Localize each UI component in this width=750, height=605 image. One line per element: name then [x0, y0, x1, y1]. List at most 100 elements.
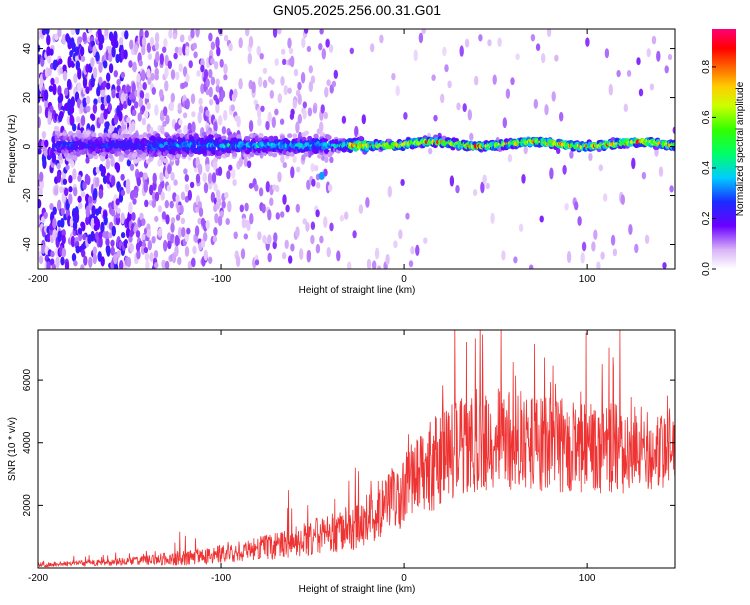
heatmap-cell — [223, 34, 229, 42]
heatmap-cell — [323, 111, 328, 120]
heatmap-cell — [93, 188, 98, 200]
heatmap-cell — [303, 130, 309, 136]
heatmap-x-ticks: -200 -100 0 100 — [28, 29, 596, 285]
heatmap-cell — [39, 171, 44, 183]
heatmap-cell — [190, 29, 195, 39]
heatmap-cell — [80, 55, 86, 63]
heatmap-cell — [118, 110, 123, 122]
heatmap-cell — [88, 256, 93, 269]
heatmap-cell — [664, 65, 669, 74]
heatmap-cell — [620, 194, 625, 206]
heatmap-cell — [123, 129, 129, 135]
heatmap-cell — [164, 200, 169, 209]
heatmap-cell — [126, 256, 132, 268]
heatmap-cell — [107, 153, 113, 159]
heatmap-cell — [106, 94, 111, 104]
heatmap-cell — [141, 105, 146, 112]
heatmap-cell — [126, 159, 132, 167]
heatmap-cell — [672, 126, 675, 134]
heatmap-cell — [130, 121, 136, 132]
heatmap-cell — [52, 217, 57, 230]
heatmap-cell — [283, 84, 288, 96]
heatmap-cell — [191, 111, 196, 118]
heatmap-cell — [290, 108, 295, 116]
heatmap-cell — [238, 37, 243, 49]
heatmap-cell — [326, 247, 331, 258]
snr-y-tick-label: 4000 — [22, 431, 33, 454]
heatmap-cell — [423, 237, 428, 244]
heatmap-cell — [38, 199, 42, 209]
heatmap-cell — [233, 88, 238, 99]
heatmap-cell — [68, 186, 73, 193]
heatmap-cell — [108, 63, 114, 74]
heatmap-cell — [170, 171, 175, 181]
heatmap-cell — [361, 114, 366, 125]
heatmap-cell — [403, 112, 408, 120]
heatmap-cell — [180, 34, 185, 42]
heatmap-cell — [44, 99, 49, 110]
heatmap-cell — [261, 203, 266, 214]
heatmap-cell — [230, 104, 235, 112]
colorbar-gradient — [712, 29, 736, 269]
heatmap-cell — [60, 217, 65, 228]
heatmap-cell — [105, 121, 110, 130]
heatmap-cell — [213, 183, 218, 192]
heatmap-cell — [106, 245, 111, 257]
heatmap-cell — [449, 175, 455, 187]
heatmap-cell — [184, 232, 189, 243]
heatmap-cell — [492, 74, 497, 85]
colorbar-label: Normalized spectral amplitude — [735, 81, 746, 216]
heatmap-cell — [169, 100, 174, 112]
heatmap-cell — [235, 255, 241, 268]
heatmap-cell — [208, 32, 213, 42]
heatmap-cell — [391, 72, 396, 81]
heatmap-cell — [131, 82, 136, 94]
heatmap-cell — [284, 239, 289, 249]
heatmap-cell — [77, 195, 82, 203]
heatmap-cell — [485, 182, 490, 190]
heatmap-cell — [535, 43, 541, 52]
heatmap-cell — [187, 189, 192, 201]
heatmap-cell — [49, 48, 54, 56]
heatmap-cell — [78, 36, 83, 43]
heatmap-cell — [197, 217, 202, 225]
heatmap-cell — [303, 152, 309, 158]
heatmap-cell — [281, 252, 287, 260]
heatmap-cell — [179, 204, 184, 215]
heatmap-cell — [221, 200, 226, 209]
heatmap-cell — [100, 103, 105, 111]
heatmap-cell — [183, 168, 188, 175]
heatmap-cell — [51, 152, 57, 164]
heatmap-cell — [191, 121, 196, 134]
heatmap-cell — [159, 88, 164, 99]
heatmap-cell — [295, 226, 300, 238]
heatmap-cell — [186, 227, 191, 235]
colorbar-tick-label: 0.4 — [701, 161, 712, 175]
heatmap-cell — [141, 117, 147, 126]
heatmap-cell — [108, 52, 113, 63]
heatmap-cell — [269, 197, 274, 207]
heatmap-cell — [69, 105, 75, 114]
heatmap-cell — [228, 164, 233, 171]
heatmap-cell — [600, 251, 605, 260]
heatmap-cell — [290, 166, 295, 179]
heatmap-cell — [100, 89, 106, 98]
heatmap-cell — [214, 213, 219, 224]
heatmap-cell — [205, 130, 211, 135]
heatmap-cell — [132, 61, 137, 73]
heatmap-cell — [208, 256, 213, 265]
heatmap-cell — [128, 60, 133, 68]
heatmap-cell — [141, 218, 146, 226]
heatmap-cell — [258, 76, 263, 88]
heatmap-cell — [120, 71, 126, 79]
heatmap-cell — [658, 166, 664, 177]
heatmap-cell — [61, 247, 67, 258]
heatmap-cell — [203, 69, 209, 80]
heatmap-cell — [288, 47, 294, 55]
heatmap-cell — [215, 36, 220, 49]
heatmap-x-tick-label: -100 — [211, 274, 231, 285]
heatmap-cell — [308, 81, 313, 93]
heatmap-cell — [98, 62, 103, 74]
heatmap-cell — [281, 48, 286, 55]
heatmap-cell — [523, 145, 528, 155]
